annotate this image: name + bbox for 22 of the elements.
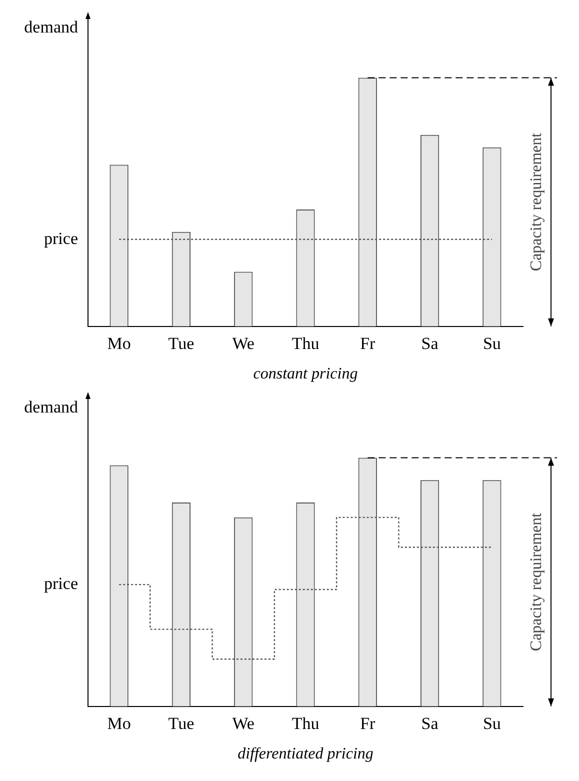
y-axis-title: demand [24,397,78,416]
y-axis-title: demand [24,17,78,36]
x-tick-label: Fr [360,334,376,354]
x-tick-label: Sa [421,714,439,734]
text: Capacity requirement [528,132,545,272]
x-tick-label: Su [482,334,502,354]
x-tick-label: We [232,334,254,354]
x-tick-label: We [232,714,254,734]
x-tick-label: Su [482,714,502,734]
text: Capacity requirement [528,512,545,652]
x-tick-label: Thu [292,714,320,734]
x-tick-label: Tue [168,714,194,734]
x-axis-title: constant pricing [253,366,358,383]
x-tick-label: Sa [421,334,439,354]
x-tick-label: Tue [168,334,194,354]
x-tick-label: Mo [107,714,131,734]
x-tick-label: Mo [107,334,131,354]
text: price [44,228,78,248]
x-axis-title: differentiated pricing [238,746,374,763]
x-tick-label: Fr [360,714,376,734]
x-tick-label: Thu [292,334,320,354]
text: price [44,574,78,594]
